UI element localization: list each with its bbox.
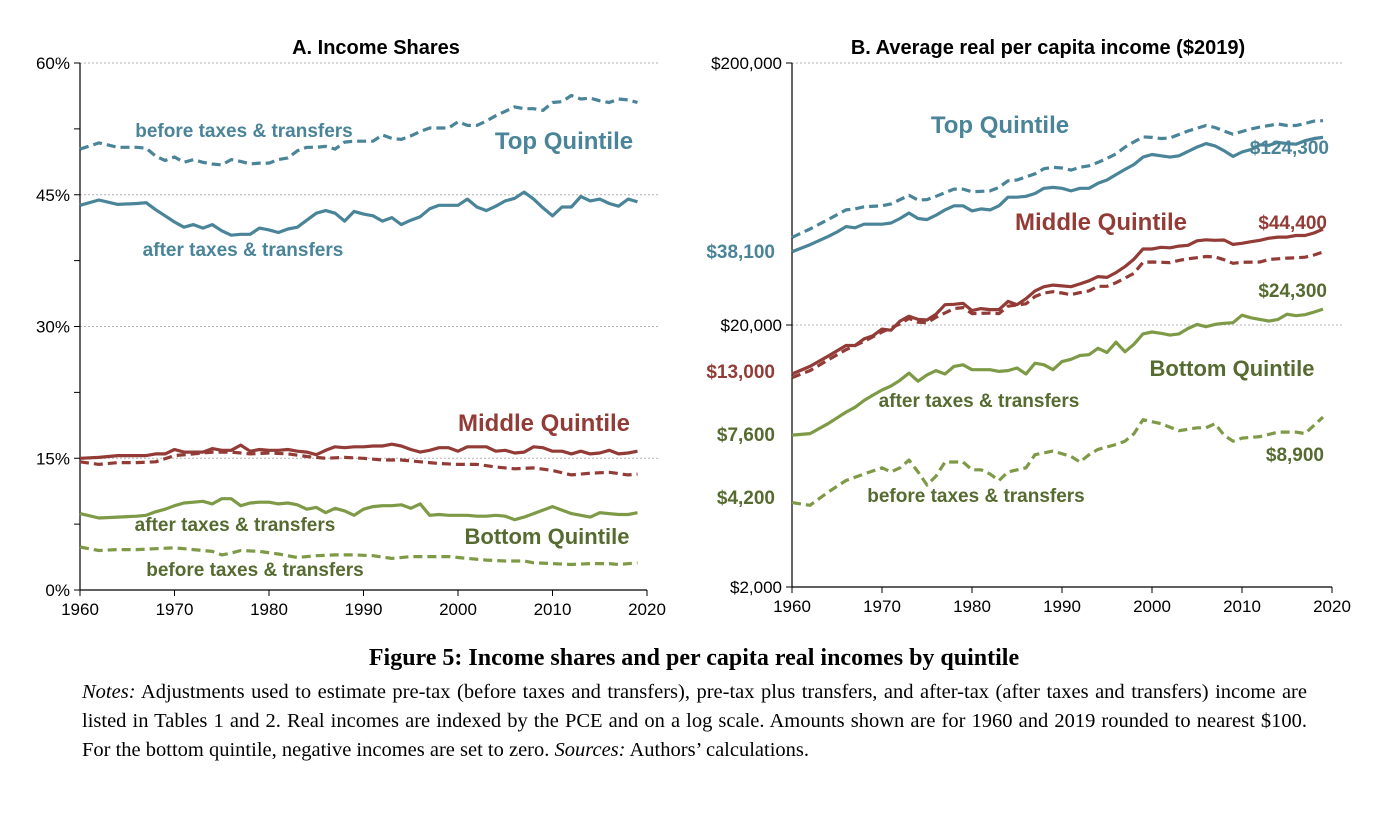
sources-label: Sources: [554, 739, 626, 761]
series-line-bottom-quintile-after-taxes-transfers [791, 307, 1324, 437]
panel-a-axes: 0% 15% 30% 45% 60% 1960 1970 1980 1990 2000 2010 20… [36, 54, 666, 619]
x-tick-label: 2010 [534, 600, 572, 619]
panel-b-title: B. Average real per capita income ($2019… [851, 37, 1245, 59]
notes-label: Notes: [82, 681, 136, 703]
annotation-after-taxes-transfers: after taxes & transfers [135, 515, 336, 536]
annotation-top-quintile: Top Quintile [931, 112, 1069, 139]
annotation-after-taxes-transfers: after taxes & transfers [143, 240, 344, 261]
panel-a-annotations: before taxes & transfers Top Quintile afte… [135, 121, 633, 581]
panel-b-annotations: Top Quintile Middle Quintile Bottom Quinti… [706, 112, 1329, 509]
notes-text: Adjustments used to estimate pre-tax (be… [82, 681, 1307, 761]
series-line-bottom-quintile-after-taxes-transfers [79, 497, 638, 522]
panel-a-gridlines [80, 62, 659, 459]
panel-b-series [791, 119, 1325, 507]
series-line-middle-quintile-after-taxes-transfers [79, 442, 638, 460]
annotation-before-taxes-transfers: before taxes & transfers [135, 121, 353, 142]
annotation-top-quintile: Top Quintile [495, 128, 633, 155]
series-line-top-quintile-after-taxes-transfers [791, 135, 1324, 254]
value-label-middle-2019: $44,400 [1258, 213, 1327, 234]
annotation-bottom-quintile: Bottom Quintile [465, 524, 630, 549]
panel-a-title: A. Income Shares [292, 37, 460, 59]
x-tick-label: 2020 [1313, 597, 1351, 616]
y-tick-label: 30% [36, 318, 70, 337]
x-tick-label: 1970 [863, 597, 901, 616]
panel-a-series [79, 93, 638, 567]
value-label-top-1960: $38,100 [706, 242, 775, 263]
annotation-bottom-quintile: Bottom Quintile [1150, 356, 1315, 381]
x-tick-label: 1990 [1043, 597, 1081, 616]
annotation-middle-quintile: Middle Quintile [1015, 209, 1187, 236]
figure-caption-title: Figure 5: Income shares and per capita r… [368, 645, 1020, 671]
y-tick-label: $20,000 [721, 316, 782, 335]
value-label-bottom_before-2019: $8,900 [1266, 445, 1324, 466]
figure-canvas: A. Income Shares 0% 15% 30% 45% 60% 1960 1970 1… [36, 37, 1351, 619]
value-label-top-2019: $124,300 [1250, 138, 1329, 159]
y-tick-label: 15% [36, 449, 70, 468]
series-line-top-quintile-after-taxes-transfers [79, 190, 638, 237]
y-tick-label: $2,000 [730, 578, 782, 597]
panel-b-real-income: B. Average real per capita income ($2019… [706, 37, 1351, 616]
y-tick-label: $200,000 [711, 54, 782, 73]
x-tick-label: 2020 [628, 600, 666, 619]
annotation-after-taxes-transfers: after taxes & transfers [879, 391, 1080, 412]
y-tick-label: 0% [45, 581, 70, 600]
annotation-before-taxes-transfers: before taxes & transfers [867, 486, 1085, 507]
series-line-top-quintile-before-taxes-transfers [791, 119, 1324, 239]
value-label-bottom_before-1960: $4,200 [717, 488, 775, 509]
x-tick-label: 1960 [773, 597, 811, 616]
y-tick-label: 45% [36, 186, 70, 205]
sources-text: Authors’ calculations. [625, 739, 810, 761]
annotation-before-taxes-transfers: before taxes & transfers [146, 560, 364, 581]
series-line-bottom-quintile-before-taxes-transfers [79, 545, 638, 567]
x-tick-label: 1990 [345, 600, 383, 619]
x-tick-label: 1960 [61, 600, 99, 619]
x-tick-label: 2000 [439, 600, 477, 619]
value-label-bottom_after-1960: $7,600 [717, 425, 775, 446]
x-tick-label: 2010 [1223, 597, 1261, 616]
series-line-middle-quintile-before-taxes-transfers [79, 450, 638, 477]
series-line-middle-quintile-after-taxes-transfers [791, 227, 1324, 376]
value-label-middle-1960: $13,000 [706, 362, 775, 383]
series-line-bottom-quintile-before-taxes-transfers [791, 415, 1325, 507]
figure-notes: Notes: Adjustments used to estimate pre-… [82, 678, 1307, 765]
panel-b-gridlines [792, 62, 1344, 326]
x-tick-label: 1970 [156, 600, 194, 619]
series-line-top-quintile-before-taxes-transfers [79, 93, 638, 167]
panel-b-axes: $2,000 $20,000 $200,000 1960 1970 1980 1990 200… [711, 54, 1351, 616]
annotation-middle-quintile: Middle Quintile [458, 410, 630, 437]
x-tick-label: 1980 [250, 600, 288, 619]
value-label-bottom_after-2019: $24,300 [1258, 281, 1327, 302]
y-tick-label: 60% [36, 54, 70, 73]
series-line-middle-quintile-before-taxes-transfers [791, 250, 1324, 380]
x-tick-label: 2000 [1133, 597, 1171, 616]
x-tick-label: 1980 [953, 597, 991, 616]
panel-a-income-shares: A. Income Shares 0% 15% 30% 45% 60% 1960 1970 1… [36, 37, 666, 619]
